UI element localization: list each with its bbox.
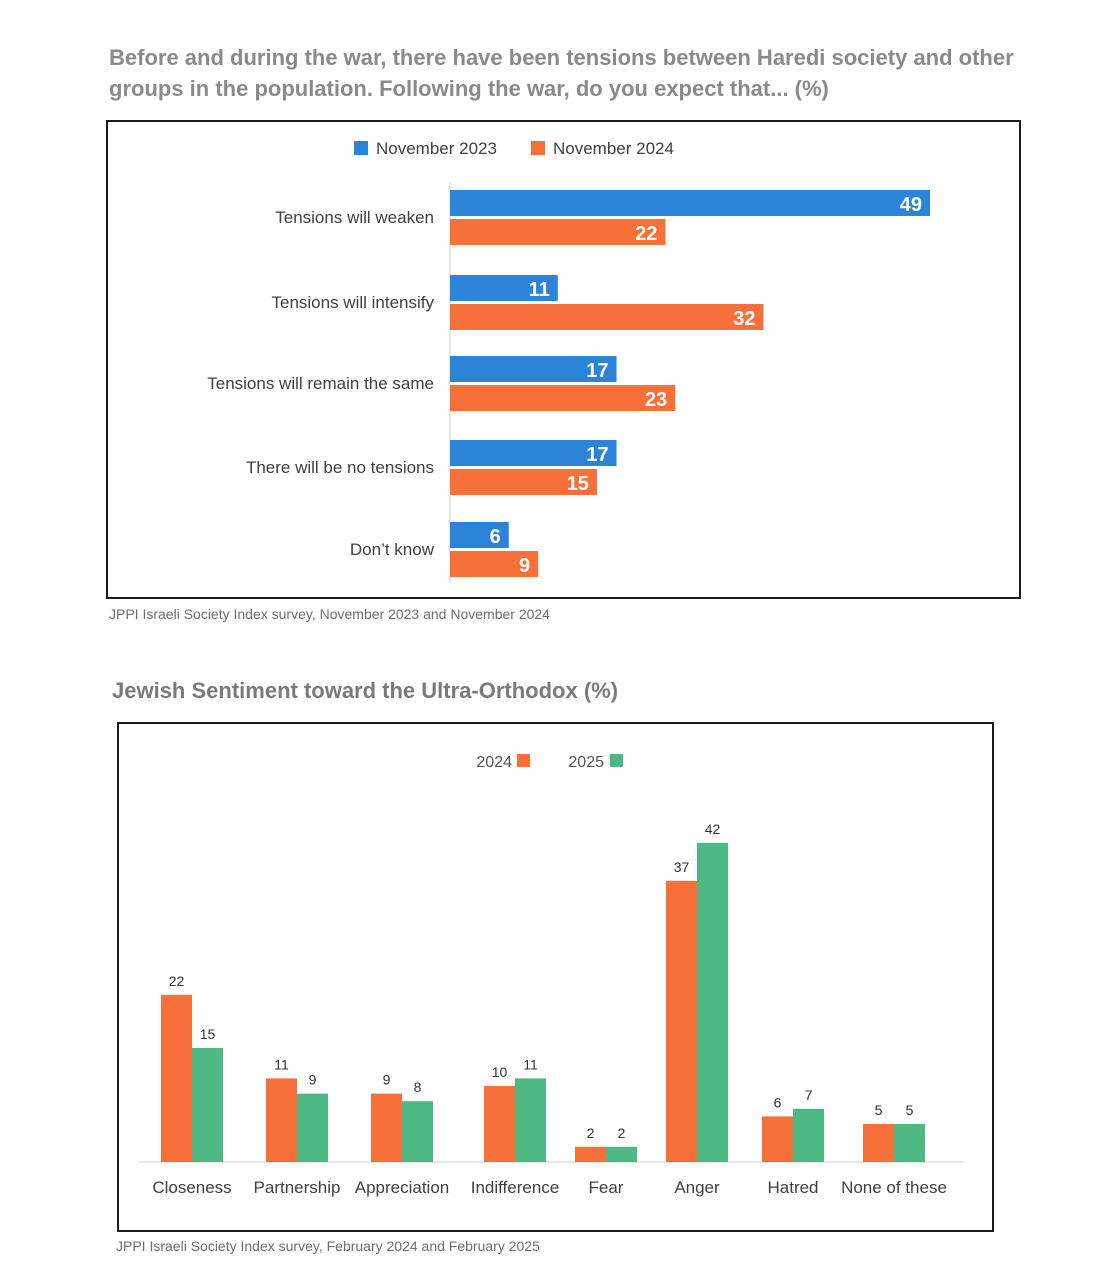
chart2-title: Jewish Sentiment toward the Ultra-Orthod… [112, 678, 619, 703]
data-label: 9 [309, 1072, 317, 1088]
chart1-source: JPPI Israeli Society Index survey, Novem… [109, 606, 550, 622]
data-label: 17 [586, 360, 608, 382]
category-label: There will be no tensions [246, 458, 434, 477]
bar-nov2023 [450, 275, 558, 301]
bar-nov2023 [450, 522, 509, 548]
data-label: 6 [774, 1094, 782, 1110]
chart1-frame: November 2023 November 2024 Tensions will … [106, 120, 1021, 599]
category-label: None of these [841, 1178, 947, 1197]
legend-label-1: 2024 [476, 754, 512, 771]
data-label: 5 [875, 1102, 883, 1118]
data-label: 5 [906, 1102, 914, 1118]
category-label: Tensions will weaken [275, 208, 434, 227]
legend-label-2: 2025 [568, 754, 604, 771]
bar-2024 [266, 1078, 297, 1162]
data-label: 17 [586, 444, 608, 466]
category-label: Fear [589, 1178, 624, 1197]
category-label: Indifference [471, 1178, 560, 1197]
category-label: Tensions will remain the same [207, 374, 434, 393]
bar-nov2023 [450, 440, 617, 466]
bar-nov2024 [450, 551, 539, 577]
data-label: 2 [618, 1125, 626, 1141]
category-label: Anger [674, 1178, 720, 1197]
data-label: 15 [567, 473, 589, 495]
legend-swatch-1 [354, 141, 368, 155]
bar-2025 [606, 1146, 637, 1162]
data-label: 23 [645, 389, 667, 411]
data-label: 42 [705, 821, 721, 837]
bar-2025 [515, 1078, 546, 1162]
bar-2024 [484, 1086, 515, 1162]
bar-nov2023 [450, 190, 930, 216]
chart1-svg: November 2023 November 2024 Tensions will … [207, 139, 930, 582]
bar-2025 [793, 1108, 824, 1162]
bar-nov2024 [450, 304, 764, 330]
chart1-title: Before and during the war, there have be… [109, 45, 1014, 101]
data-label: 7 [805, 1087, 813, 1103]
data-label: 10 [492, 1064, 508, 1080]
data-label: 22 [635, 223, 657, 245]
chart2-frame: 2024 2025 22 15 Closeness 11 9 Partnership 9 8 App… [117, 722, 994, 1232]
data-label: 49 [900, 194, 922, 216]
bar-2024 [161, 994, 192, 1162]
data-label: 15 [200, 1026, 216, 1042]
bar-2024 [575, 1146, 606, 1162]
category-label: Hatred [767, 1178, 818, 1197]
bar-2024 [371, 1093, 402, 1162]
bar-nov2024 [450, 385, 676, 411]
data-label: 37 [674, 859, 690, 875]
bar-2024 [666, 880, 697, 1162]
category-label: Appreciation [355, 1178, 450, 1197]
legend-swatch-1 [517, 754, 530, 767]
data-label: 2 [587, 1125, 595, 1141]
data-label: 9 [519, 555, 530, 577]
bar-2025 [297, 1093, 328, 1162]
data-label: 6 [490, 526, 501, 548]
bar-2025 [402, 1101, 433, 1162]
category-label: Partnership [254, 1178, 341, 1197]
chart2-source: JPPI Israeli Society Index survey, Febru… [116, 1238, 540, 1254]
data-label: 8 [414, 1079, 422, 1095]
legend-label-2: November 2024 [553, 139, 674, 158]
bar-nov2024 [450, 219, 666, 245]
bar-2025 [697, 842, 728, 1162]
bar-nov2024 [450, 469, 597, 495]
data-label: 32 [733, 308, 755, 330]
category-label: Closeness [152, 1178, 231, 1197]
data-label: 9 [383, 1072, 391, 1088]
bar-2025 [894, 1124, 925, 1162]
bar-2024 [863, 1124, 894, 1162]
data-label: 11 [274, 1056, 289, 1072]
data-label: 11 [529, 279, 550, 301]
legend-label-1: November 2023 [376, 139, 497, 158]
bar-2024 [762, 1116, 793, 1162]
legend-swatch-2 [531, 141, 545, 155]
data-label: 11 [523, 1056, 538, 1072]
legend-swatch-2 [610, 754, 623, 767]
bar-nov2023 [450, 356, 617, 382]
category-label: Don’t know [350, 540, 435, 559]
bar-2025 [192, 1048, 223, 1162]
data-label: 22 [169, 973, 185, 989]
category-label: Tensions will intensify [271, 293, 434, 312]
